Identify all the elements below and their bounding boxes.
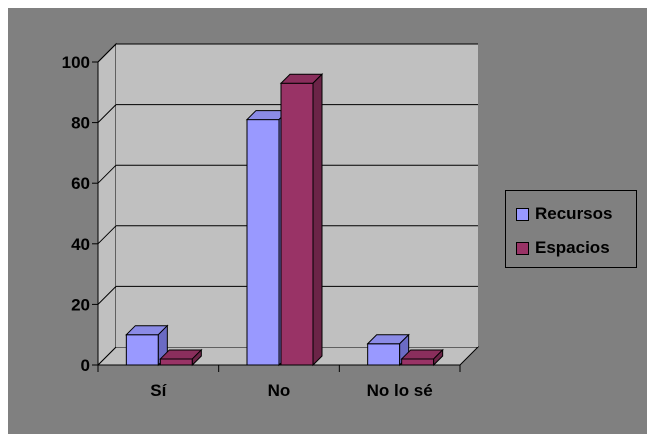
- y-tick-label: 100: [62, 53, 90, 72]
- x-tick-label: No lo sé: [367, 381, 433, 400]
- gridline-side: [97, 286, 117, 305]
- bar-recursos-0: [125, 334, 159, 366]
- legend-item-espacios: Espacios: [516, 237, 610, 259]
- bar-recursos-2: [367, 343, 401, 366]
- bar-espacios-1: [280, 82, 314, 366]
- y-tick-label: 40: [71, 235, 90, 254]
- bar-espacios-0: [159, 358, 193, 366]
- gridline-side: [97, 225, 117, 245]
- y-tick-label: 0: [81, 356, 90, 375]
- legend-swatch-espacios: [516, 241, 529, 255]
- y-tick-label: 80: [71, 114, 90, 133]
- gridline-side: [97, 104, 117, 123]
- gridline-side: [97, 43, 117, 63]
- bar-side-espacios-0: [191, 348, 202, 367]
- legend-item-recursos: Recursos: [516, 203, 612, 225]
- gridline-side: [97, 164, 117, 184]
- bar-recursos-1: [246, 119, 280, 366]
- x-tick-label: No: [268, 381, 291, 400]
- legend-swatch-recursos: [516, 207, 529, 221]
- legend-label-espacios: Espacios: [535, 238, 610, 257]
- x-tick-label: Sí: [150, 381, 167, 400]
- bar-espacios-2: [401, 358, 435, 366]
- bar-side-espacios-1: [312, 73, 323, 367]
- legend: Recursos Espacios: [505, 190, 637, 268]
- bar-side-espacios-2: [433, 348, 444, 367]
- plot-side-wall: [97, 42, 117, 367]
- y-tick-label: 20: [71, 295, 90, 314]
- legend-label-recursos: Recursos: [535, 204, 613, 223]
- y-tick-label: 60: [71, 174, 90, 193]
